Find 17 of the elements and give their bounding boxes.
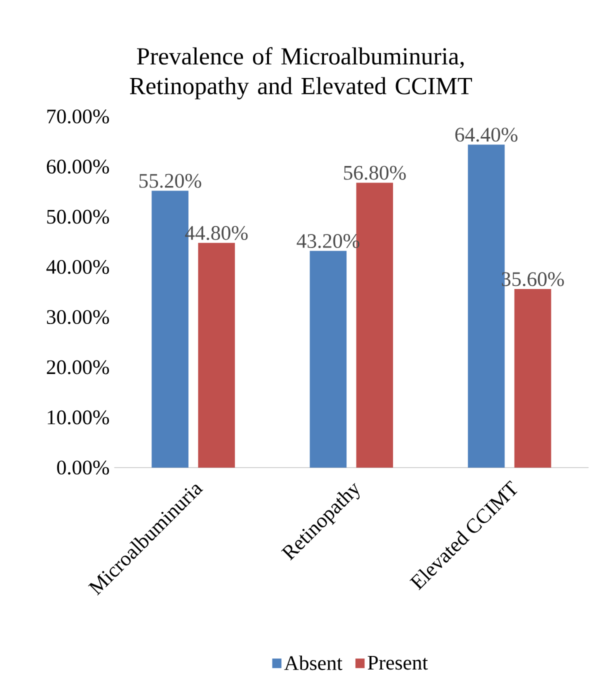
y-tick-label: 30.00% <box>46 310 109 324</box>
legend-label: Absent <box>284 656 342 670</box>
y-tick-label: 50.00% <box>47 210 109 224</box>
data-label: 55.20% <box>139 174 202 188</box>
data-label: 64.40% <box>455 128 518 142</box>
bar <box>198 242 235 468</box>
legend-label: Present <box>368 656 428 670</box>
bar <box>514 289 552 468</box>
bar <box>310 250 347 468</box>
data-label: 56.80% <box>344 166 406 180</box>
y-tick-label: 60.00% <box>46 160 109 174</box>
y-tick-label: 40.00% <box>46 260 109 274</box>
y-tick-label: 70.00% <box>47 109 109 124</box>
y-tick-label: 20.00% <box>46 360 109 374</box>
y-tick-label: 10.00% <box>48 410 109 424</box>
chart-title: Prevalence of Microalbuminuria, Retinopathy and Elevated CCIMT <box>130 47 472 100</box>
y-tick-label: 0.00% <box>57 460 109 475</box>
